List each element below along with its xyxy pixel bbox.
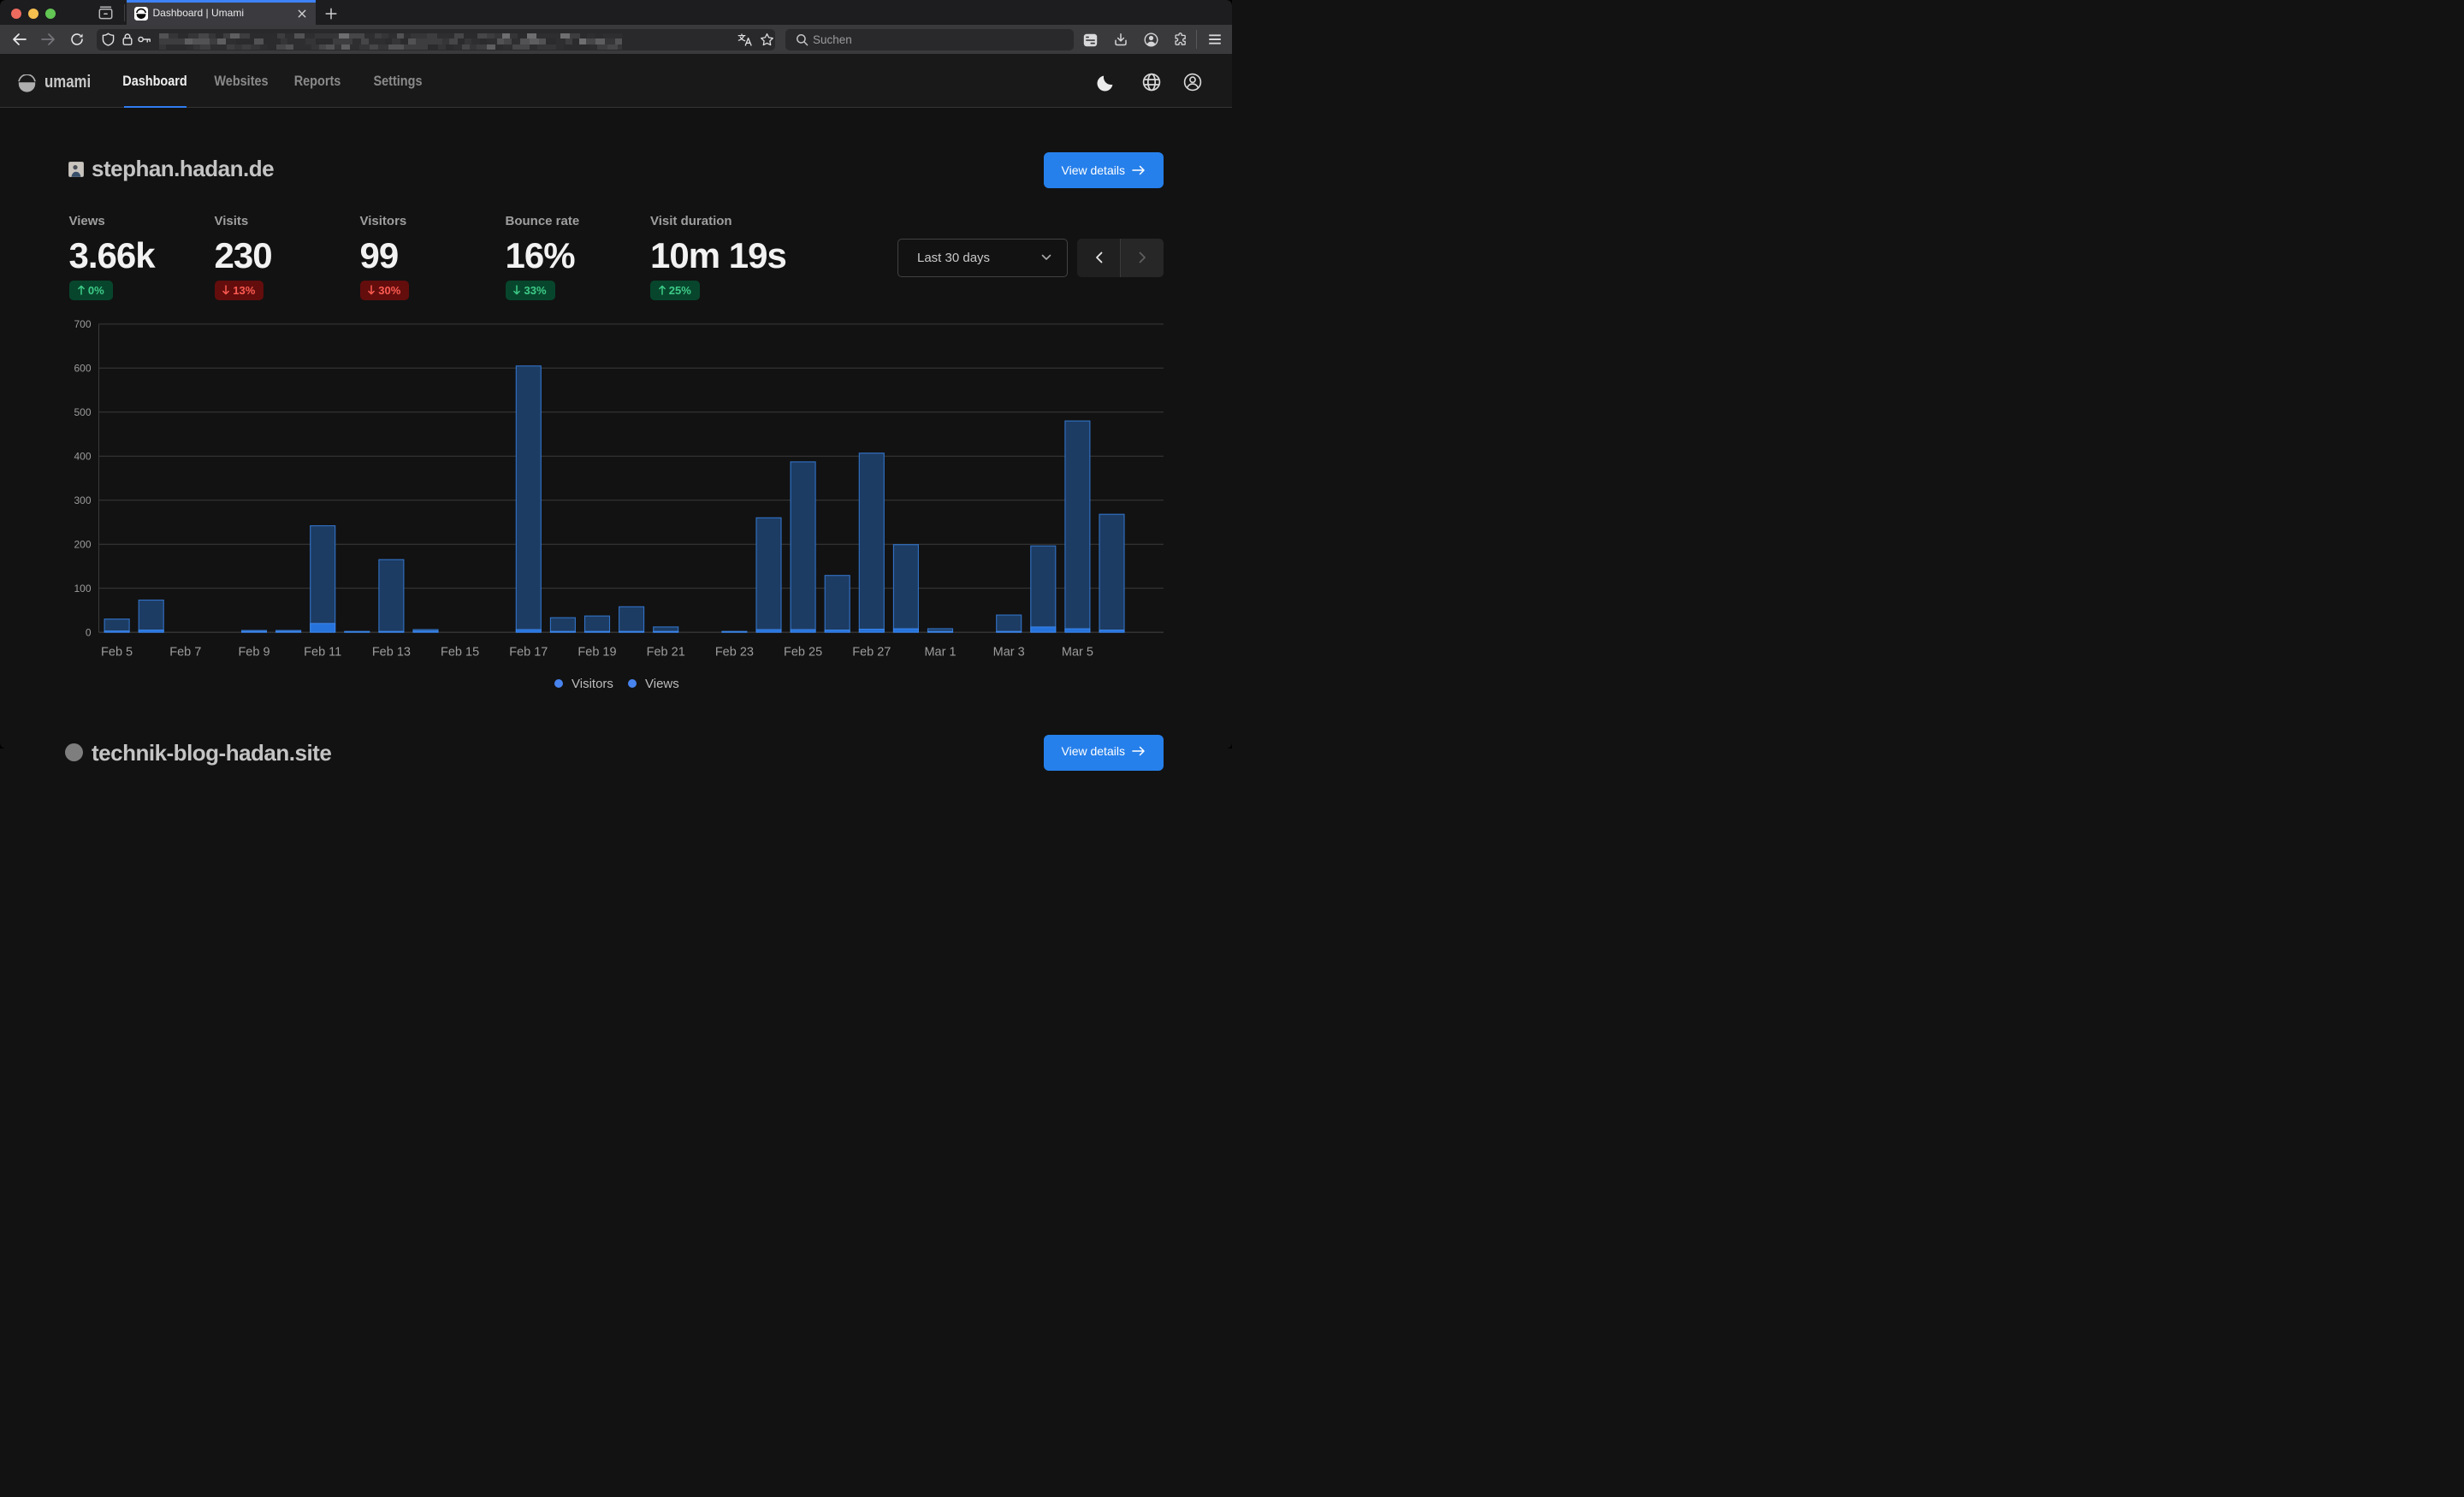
svg-text:Feb 19: Feb 19 [578, 646, 616, 660]
svg-text:Feb 27: Feb 27 [852, 646, 891, 660]
svg-text:500: 500 [74, 406, 91, 418]
svg-text:Feb 5: Feb 5 [101, 646, 133, 660]
svg-text:Feb 25: Feb 25 [784, 646, 822, 660]
svg-text:Mar 3: Mar 3 [993, 646, 1025, 660]
svg-text:Feb 7: Feb 7 [169, 646, 201, 660]
svg-text:Mar 1: Mar 1 [924, 646, 956, 660]
svg-text:Mar 5: Mar 5 [1062, 646, 1093, 660]
svg-text:600: 600 [74, 363, 91, 375]
svg-text:Feb 23: Feb 23 [715, 646, 754, 660]
svg-text:400: 400 [74, 451, 91, 463]
svg-text:0: 0 [86, 626, 92, 638]
svg-text:Feb 13: Feb 13 [372, 646, 411, 660]
svg-text:100: 100 [74, 583, 91, 595]
svg-text:Feb 15: Feb 15 [441, 646, 479, 660]
svg-text:700: 700 [74, 318, 91, 330]
svg-text:Feb 21: Feb 21 [647, 646, 685, 660]
svg-text:200: 200 [74, 539, 91, 551]
svg-text:Feb 17: Feb 17 [509, 646, 548, 660]
svg-text:Feb 9: Feb 9 [238, 646, 270, 660]
svg-text:300: 300 [74, 494, 91, 506]
svg-text:Feb 11: Feb 11 [304, 646, 341, 660]
